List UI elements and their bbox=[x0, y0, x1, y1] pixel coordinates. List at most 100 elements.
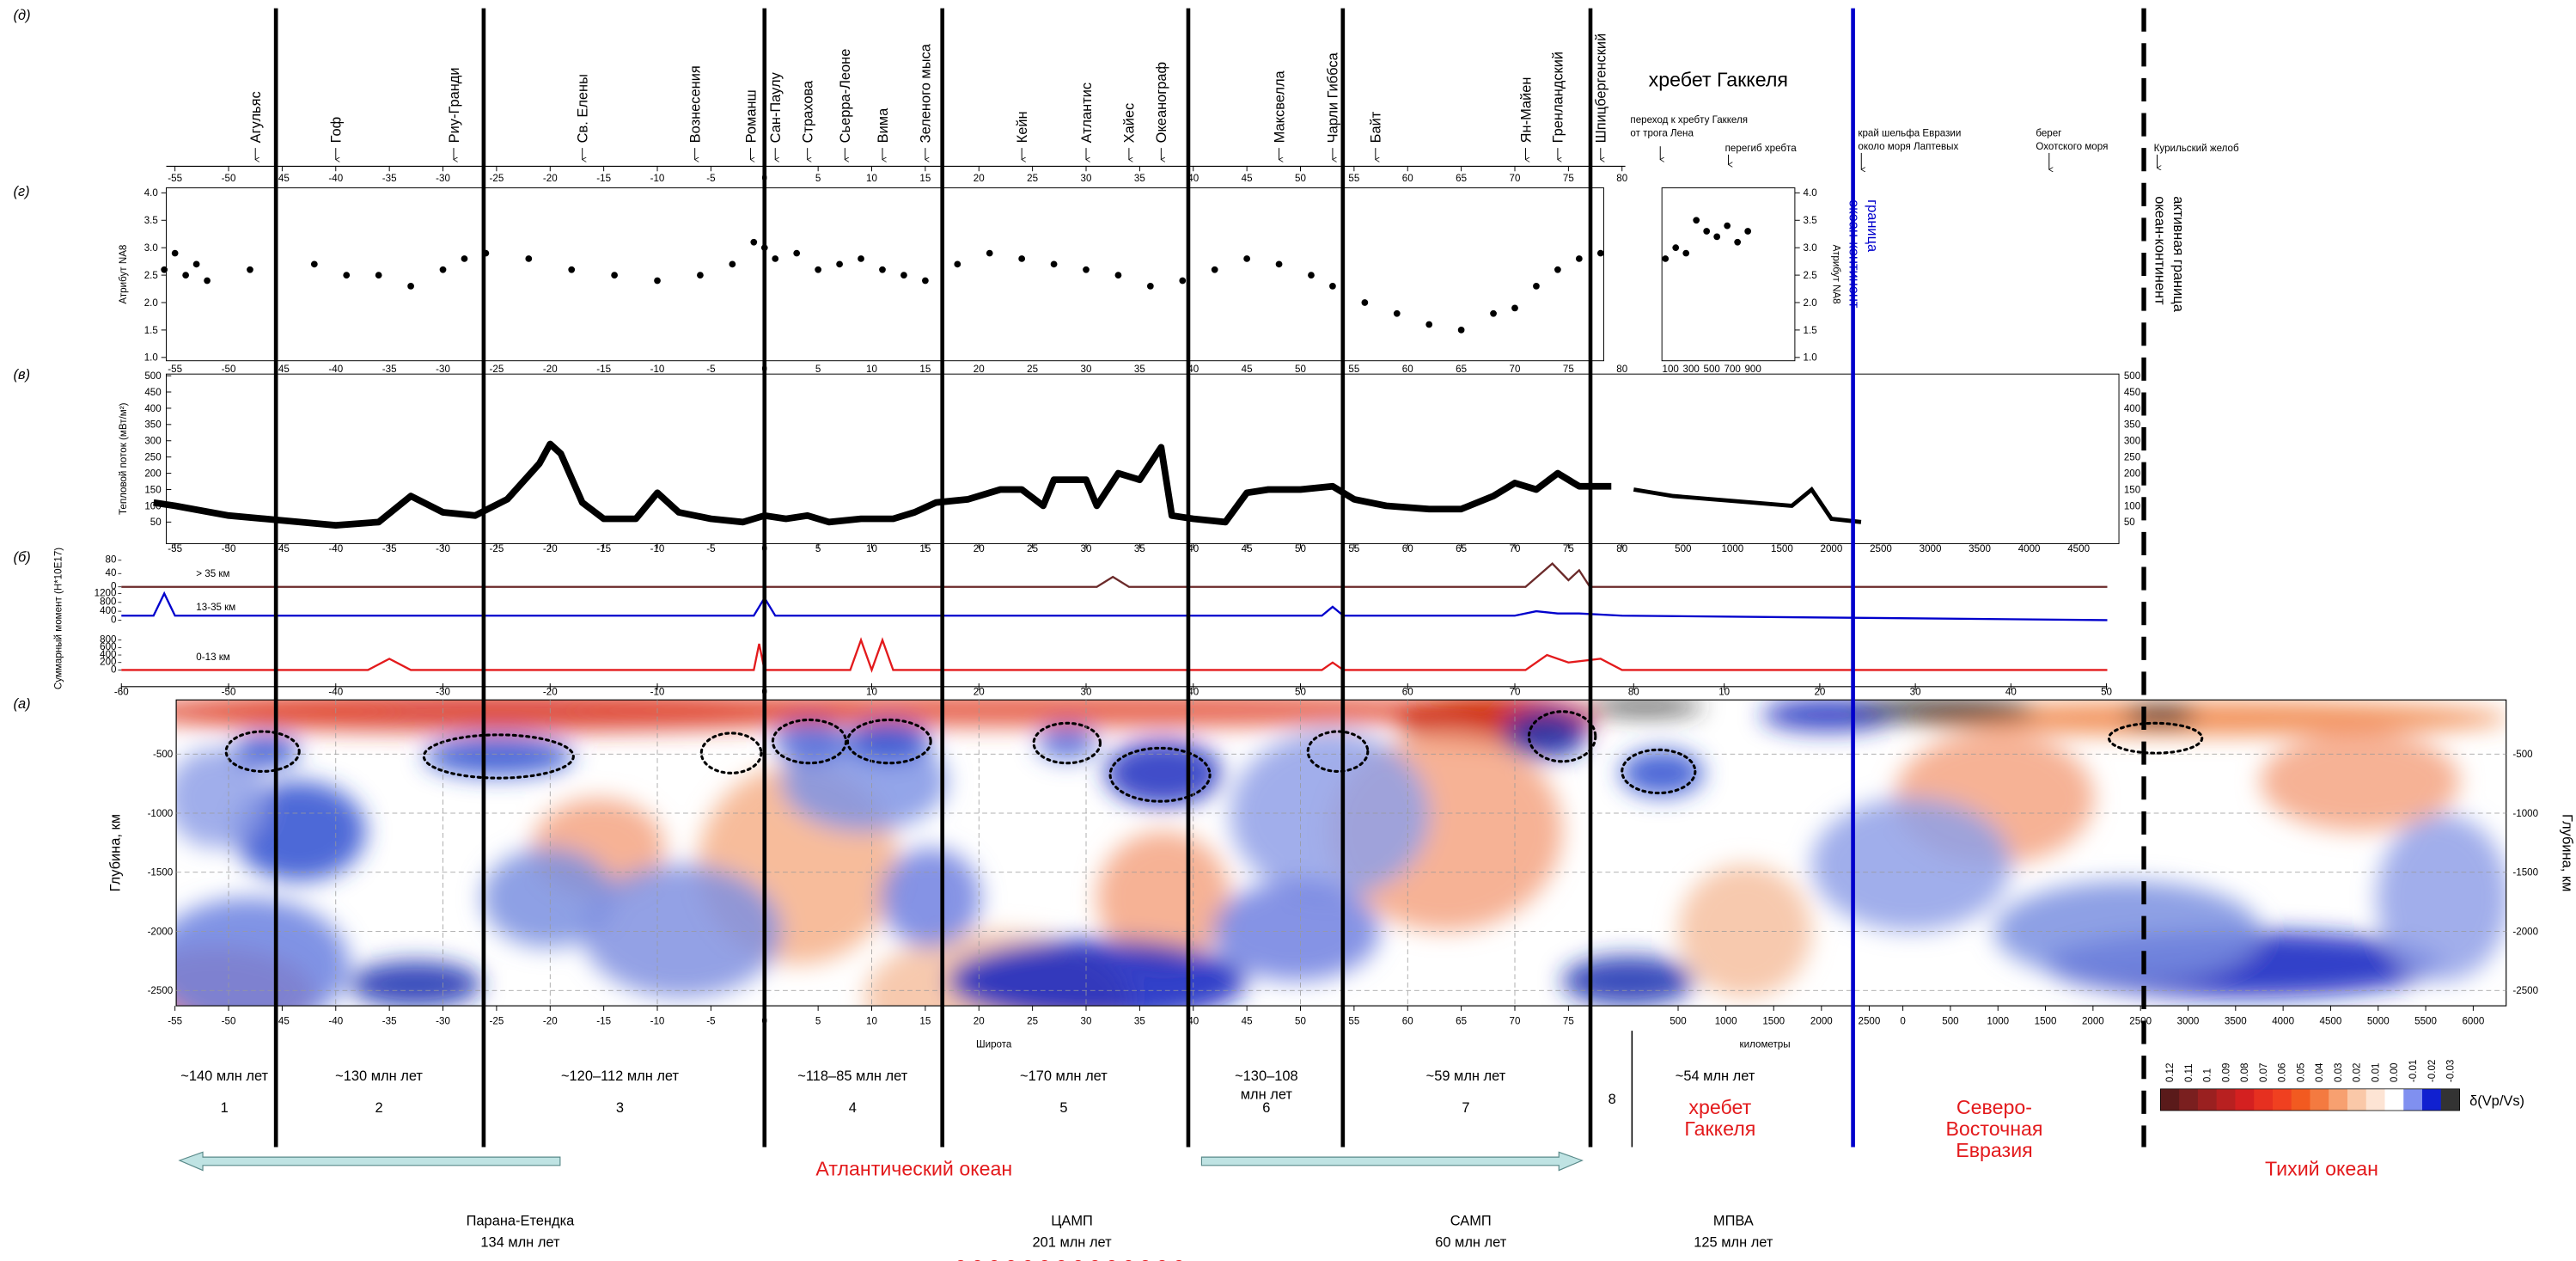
colorbar-cell bbox=[2254, 1088, 2274, 1111]
panel-frame bbox=[166, 187, 1604, 362]
na8-point bbox=[1511, 304, 1518, 312]
y-tick-label: 200 bbox=[144, 468, 161, 479]
x-tick-label: 70 bbox=[1510, 686, 1521, 697]
na8-point bbox=[1393, 309, 1401, 317]
axis-title: Глубина, км bbox=[2559, 814, 2574, 891]
y-tick-label: 3.5 bbox=[1804, 215, 1817, 226]
lip-age: 60 млн лет bbox=[1435, 1235, 1507, 1251]
na8-point bbox=[986, 249, 993, 257]
x-tick-label: -60 bbox=[114, 686, 129, 697]
y-tick-label: 3.0 bbox=[1804, 242, 1817, 254]
na8-point bbox=[858, 255, 864, 262]
panel-letter: (г) bbox=[14, 184, 30, 199]
ridge-label: Байт bbox=[1369, 111, 1384, 143]
colorbar-cell bbox=[2347, 1088, 2367, 1111]
segment-age: ~130–108 bbox=[1235, 1068, 1298, 1084]
na8-point bbox=[161, 266, 168, 273]
arrow-right bbox=[1200, 1151, 1584, 1172]
anomaly bbox=[1105, 739, 1222, 807]
na8-point bbox=[1211, 266, 1218, 273]
panel-frame bbox=[166, 373, 2120, 544]
x-tick-label: 70 bbox=[1510, 173, 1521, 184]
x-tick-label: -55 bbox=[168, 173, 182, 184]
na8-point bbox=[1361, 299, 1369, 306]
moment-line bbox=[121, 562, 2108, 588]
na8-point bbox=[611, 272, 618, 279]
x-tick-label: -35 bbox=[382, 364, 397, 375]
x-tick-label: 4000 bbox=[2272, 1015, 2294, 1026]
x-tick-label: -45 bbox=[275, 364, 290, 375]
x-tick-label: -5 bbox=[706, 173, 715, 184]
boundary-label: океан-континент bbox=[2152, 196, 2168, 305]
na8-point bbox=[1575, 255, 1583, 262]
anomaly bbox=[565, 700, 1562, 727]
x-tick-label: 2000 bbox=[1821, 543, 1843, 554]
x-tick-label: -50 bbox=[222, 543, 236, 554]
x-tick-label: 20 bbox=[1814, 686, 1825, 697]
na8-point bbox=[1554, 266, 1561, 273]
anomaly bbox=[176, 700, 400, 725]
x-tick-label: 4000 bbox=[2018, 543, 2041, 554]
x-tick-label: -25 bbox=[490, 1015, 504, 1026]
note: край шельфа Евразии bbox=[1858, 128, 1961, 139]
colorbar-tick: 0.00 bbox=[2389, 1063, 2400, 1083]
na8-point bbox=[1425, 321, 1433, 328]
anomaly bbox=[232, 734, 300, 768]
y-tick-label: -1000 bbox=[148, 808, 174, 819]
highlight bbox=[699, 732, 763, 774]
x-tick-label: 55 bbox=[1348, 1015, 1359, 1026]
segment-number: 1 bbox=[221, 1100, 229, 1116]
colorbar-tick: -0.01 bbox=[2408, 1060, 2419, 1082]
segment-age: ~170 млн лет bbox=[1020, 1068, 1108, 1084]
x-tick-label: 20 bbox=[974, 173, 985, 184]
na8-point bbox=[1146, 282, 1154, 290]
x-tick-label: 60 bbox=[1402, 1015, 1413, 1026]
na8-point bbox=[1308, 272, 1315, 279]
y-tick-label: 50 bbox=[2124, 517, 2135, 528]
x-tick-label: 500 bbox=[1704, 364, 1720, 375]
layer: (д)(г)(в)(б)(а)-500 -500-1000 -1000-1500 -1… bbox=[14, 8, 2574, 1261]
y-tick-label: 200 bbox=[2124, 468, 2140, 479]
y-tick-label: 500 bbox=[144, 370, 161, 382]
x-tick-label: -25 bbox=[490, 364, 504, 375]
x-tick-label: 1000 bbox=[1721, 543, 1743, 554]
ridge-label: Ян-Майен bbox=[1518, 77, 1534, 144]
x-tick-label: 900 bbox=[1744, 364, 1761, 375]
boundary-label: активная граница bbox=[2170, 196, 2186, 312]
segment-age: ~59 млн лет bbox=[1426, 1068, 1506, 1084]
x-tick-label: 30 bbox=[1081, 364, 1092, 375]
lip-name: ЦАМП bbox=[1051, 1213, 1093, 1228]
ridge-label: Кейн bbox=[1015, 111, 1030, 143]
x-tick-label: 50 bbox=[1295, 173, 1306, 184]
note: Курильский желоб bbox=[2154, 143, 2239, 154]
ridge-label: Океанограф bbox=[1154, 62, 1169, 143]
y-tick-label: 250 bbox=[144, 452, 161, 463]
na8-point bbox=[1083, 266, 1090, 273]
colorbar-cell bbox=[2235, 1088, 2255, 1111]
x-tick-label: 40 bbox=[1187, 173, 1199, 184]
na8-point bbox=[697, 272, 704, 279]
x-tick-label: 5 bbox=[815, 173, 821, 184]
y-tick-label: 600 bbox=[100, 641, 116, 652]
x-tick-label: 1500 bbox=[1771, 543, 1793, 554]
x-tick-label: 15 bbox=[919, 543, 931, 554]
region-label: Тихий океан bbox=[2265, 1157, 2378, 1179]
x-tick-label: 25 bbox=[1027, 173, 1038, 184]
arrow-left bbox=[178, 1151, 561, 1172]
ridge-label: Сан-Паулу bbox=[768, 71, 784, 143]
y-tick-label: 40 bbox=[106, 567, 117, 578]
na8-point bbox=[407, 282, 414, 290]
x-tick-label: -15 bbox=[596, 173, 611, 184]
anomaly bbox=[772, 721, 846, 762]
x-tick-label: 1000 bbox=[1715, 1015, 1737, 1026]
x-tick-label: 5500 bbox=[2414, 1015, 2437, 1026]
note: от трога Лена bbox=[1630, 128, 1694, 139]
x-tick-label: -55 bbox=[168, 1015, 182, 1026]
na8-point bbox=[525, 255, 533, 262]
na8-point bbox=[568, 266, 576, 273]
na8-point bbox=[1533, 282, 1540, 290]
x-tick-label: 65 bbox=[1456, 1015, 1467, 1026]
x-tick-label: -5 bbox=[706, 543, 715, 554]
